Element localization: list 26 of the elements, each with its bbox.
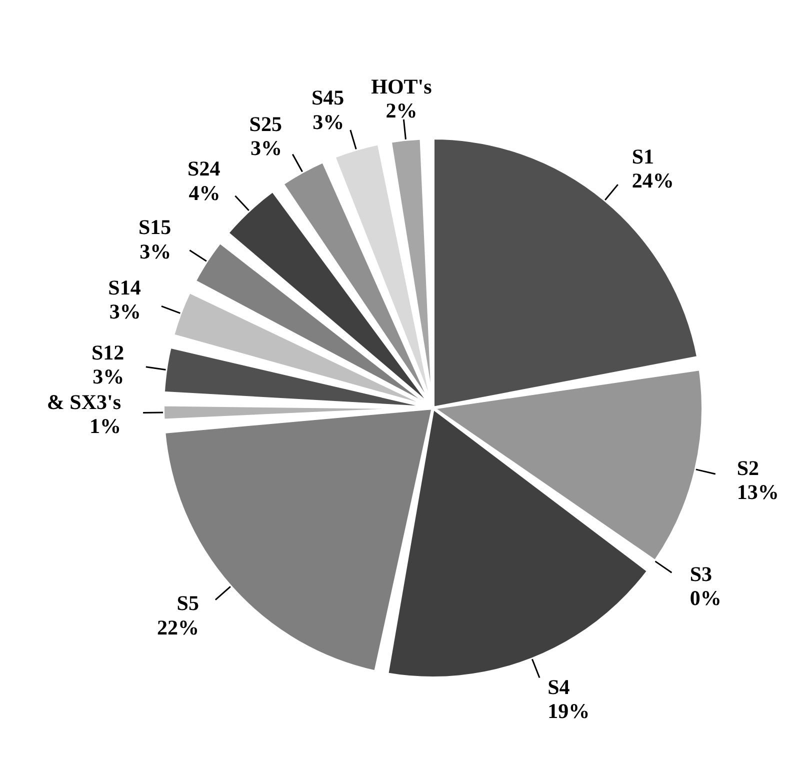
- data-label: 3%: [109, 299, 141, 324]
- slice-label: S15: [138, 215, 172, 240]
- slice-label: S14: [108, 275, 142, 300]
- data-label: 1%: [90, 414, 122, 438]
- slice-label: S1: [632, 144, 654, 168]
- slice-label: HOT's: [371, 74, 432, 98]
- data-label: 13%: [736, 480, 779, 504]
- data-label: 19%: [548, 699, 590, 724]
- slice-label: S5: [176, 591, 199, 616]
- data-label: 3%: [312, 110, 344, 134]
- data-label: 2%: [386, 98, 418, 123]
- data-label: 3%: [92, 364, 124, 389]
- data-label: 24%: [632, 168, 674, 193]
- data-label: 3%: [250, 136, 282, 160]
- data-label: 3%: [140, 239, 172, 264]
- slice-label: S12: [91, 340, 124, 365]
- data-label: 22%: [156, 615, 199, 640]
- slice-label: S45: [311, 86, 344, 110]
- slice-label: S2: [736, 456, 760, 480]
- data-label: 4%: [188, 180, 220, 205]
- slice-label: S24: [188, 156, 221, 181]
- legend-label: S3: [690, 562, 712, 586]
- text: 0%: [690, 586, 722, 610]
- slice-label: & SX3's: [46, 390, 122, 414]
- slice-label: S25: [249, 112, 282, 136]
- slice-label: S4: [548, 674, 570, 699]
